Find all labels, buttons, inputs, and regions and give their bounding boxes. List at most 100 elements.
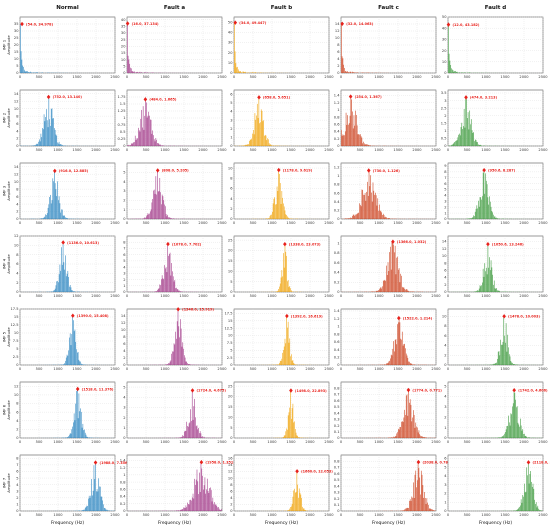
x-tick-label: 500 [357, 75, 365, 79]
spectrum-bar [35, 144, 37, 146]
spectrum-bar [140, 118, 142, 146]
spectrum-bar [356, 214, 357, 219]
spectrum-bar [401, 339, 402, 365]
y-tick-label: 4 [123, 395, 126, 399]
spectrum-bar [306, 510, 308, 511]
y-tick-label: 1 [444, 129, 446, 133]
x-tick-label: 2500 [110, 75, 120, 79]
spectrum-bar [195, 484, 196, 511]
spectrum-bar [201, 468, 203, 511]
y-tick-label: 1.2 [334, 101, 340, 105]
panel-frame [447, 16, 544, 74]
panel-frame [19, 16, 116, 74]
spectrum-bar [20, 51, 22, 73]
x-axis-label: Frequency (Hz) [158, 520, 191, 526]
spectrum-bar [346, 72, 348, 73]
spectrum-bar [199, 433, 200, 438]
y-tick-label: 2.5 [441, 106, 447, 110]
spectrum-bar [56, 281, 58, 292]
x-tick-label: 500 [143, 294, 151, 298]
y-tick-label: 5 [123, 171, 125, 175]
spectrum-bar [493, 284, 494, 292]
x-tick-label: 500 [464, 294, 472, 298]
spectrum-bar [169, 217, 171, 219]
x-tick-label: 1500 [179, 75, 189, 79]
spectrum-bar [512, 364, 514, 365]
spectrum-bar [169, 252, 171, 292]
spectrum-bar [305, 510, 306, 511]
row-label: IMF 2 [2, 112, 7, 123]
spectrum-bar [46, 215, 47, 219]
spectrum-bar [420, 494, 421, 511]
spectrum-bar [74, 329, 76, 365]
y-tick-label: 35 [121, 25, 126, 29]
x-tick-label: 2500 [431, 148, 441, 152]
peak-label: (1392.0, 16.619) [291, 314, 323, 318]
y-tick-label: 15 [228, 259, 233, 263]
x-tick-label: 2500 [538, 75, 548, 79]
spectrum-bar [286, 316, 287, 365]
spectrum-bar [453, 142, 455, 146]
spectrum-bar [34, 72, 35, 73]
spectrum-bar [363, 194, 364, 219]
y-tick-label: 1 [337, 174, 339, 178]
spectrum-bar [419, 434, 421, 438]
spectrum-bar [393, 436, 394, 438]
x-tick-label: 2000 [91, 221, 101, 225]
column-title: Fault b [271, 5, 292, 11]
spectrum-bar [159, 144, 161, 146]
y-tick-label: 5 [230, 348, 232, 352]
x-tick-label: 1500 [286, 367, 296, 371]
y-tick-label: 0.8 [334, 183, 340, 187]
spectrum-bar [289, 508, 291, 511]
x-tick-label: 2500 [217, 148, 227, 152]
spectrum-bar [132, 142, 134, 146]
spectrum-bar [86, 505, 88, 511]
peak-label: (808.0, 5.205) [162, 169, 189, 173]
y-tick-label: 0 [337, 71, 340, 75]
y-tick-label: 14 [14, 165, 19, 169]
y-tick-label: 16 [228, 456, 233, 460]
spectrum-bar [424, 491, 425, 511]
x-tick-label: 500 [464, 148, 472, 152]
spectrum-bar [161, 194, 163, 219]
spectrum-bar [69, 337, 70, 365]
x-tick-label: 2000 [91, 367, 101, 371]
spectrum-bar [285, 251, 287, 292]
spectrum-bar [159, 284, 161, 292]
spectrum-bar [283, 253, 284, 292]
peak-label: (752.0, 13.140) [53, 95, 83, 99]
y-tick-label: 1 [123, 116, 125, 120]
spectrum-bar [210, 490, 212, 511]
spectrum-bar [191, 420, 192, 438]
peak-marker [190, 388, 195, 393]
y-tick-label: 4 [16, 272, 19, 276]
y-tick-label: 12 [14, 385, 19, 389]
spectrum-bar [246, 144, 248, 146]
x-tick-label: 2000 [519, 294, 529, 298]
spectrum-bar [455, 141, 456, 146]
spectrum-bar [66, 354, 68, 365]
spectrum-bar [272, 211, 273, 219]
x-tick-label: 2000 [91, 440, 101, 444]
peak-marker [233, 20, 238, 25]
y-tick-label: 1.75 [117, 95, 125, 99]
spectrum-bar [412, 497, 413, 511]
spectrum-bar [390, 269, 392, 292]
spectrum-bar [84, 509, 85, 511]
spectrum-bar [139, 131, 141, 146]
spectrum-bar [405, 289, 406, 292]
spectrum-bar [178, 290, 180, 292]
spectrum-bar [173, 281, 175, 292]
spectrum-bar [68, 276, 69, 292]
spectrum-bar [155, 176, 157, 219]
x-tick-label: 1500 [179, 294, 189, 298]
spectrum-bar [129, 63, 131, 73]
spectrum-bar [93, 465, 95, 511]
spectrum-bar [483, 170, 485, 219]
x-axis-label: Frequency (Hz) [372, 520, 405, 526]
x-tick-label: 2500 [324, 294, 334, 298]
spectrum-bar [398, 428, 399, 438]
panel-frame [19, 381, 116, 439]
